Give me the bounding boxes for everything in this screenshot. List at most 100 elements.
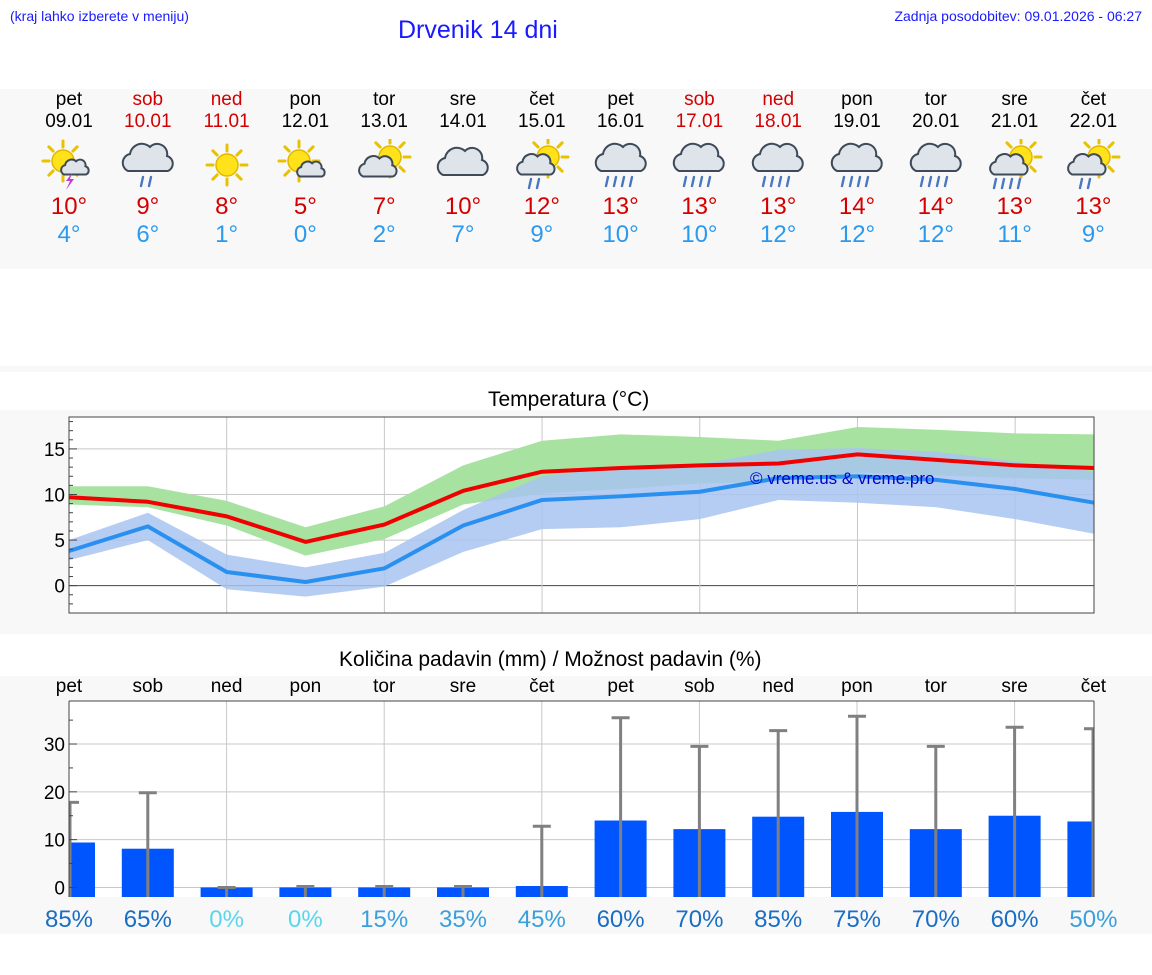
sun-shape [205, 143, 249, 187]
max-temperature: 10° [50, 193, 88, 220]
last-updated: Zadnja posodobitev: 09.01.2026 - 06:27 [894, 8, 1142, 24]
min-temperature: 10° [681, 221, 718, 248]
day-name: čet [1080, 89, 1107, 110]
day-name: pon [289, 89, 322, 110]
precipitation-error-bar [532, 824, 551, 897]
plot-frame [68, 416, 1095, 614]
precipitation-error-bar [611, 716, 630, 897]
day-date: 18.01 [754, 111, 802, 132]
day-date: 16.01 [596, 111, 645, 132]
day-column: pon 12.01 5° 0° [265, 89, 345, 249]
precipitation-probability: 60% [597, 906, 645, 933]
min-temperature: 12° [760, 221, 797, 248]
max-temperature: 13° [760, 193, 797, 220]
cloud-shape [296, 160, 326, 178]
rain-shape [683, 175, 712, 188]
cloud-heavy-rain-icon [830, 142, 883, 188]
category-label: tor [925, 676, 948, 697]
precipitation-error-bar [68, 800, 79, 897]
day-column: čet 22.01 13° 9° [1053, 89, 1133, 249]
precipitation-error-bar [296, 884, 315, 897]
precipitation-error-bar [848, 714, 866, 897]
cloud-heavy-rain-icon [752, 142, 804, 188]
precipitation-probability: 15% [360, 906, 408, 933]
day-name: tor [373, 89, 396, 110]
category-label: tor [373, 676, 396, 697]
day-date: 19.01 [833, 111, 881, 132]
watermark: © vreme.us & vreme.pro [750, 469, 934, 488]
day-column: sob 10.01 9° 6° [108, 89, 188, 249]
y-tick-label: 10 [44, 831, 65, 852]
day-name: pon [841, 89, 873, 110]
min-temperature: 6° [136, 221, 160, 248]
day-column: sre 14.01 10° 7° [423, 89, 503, 249]
day-name: ned [762, 89, 795, 110]
cloud-icon [436, 146, 489, 176]
y-tick-label: 5 [54, 531, 65, 552]
cloud-shape [594, 142, 647, 172]
cloud-shape [1067, 153, 1107, 176]
max-temperature: 5° [293, 193, 317, 220]
precipitation-probability: 35% [439, 906, 487, 933]
section-divider [0, 366, 1152, 372]
day-date: 12.01 [281, 111, 330, 132]
cloud-shape [60, 158, 90, 176]
location-hint: (kraj lahko izberete v meniju) [10, 8, 189, 24]
cloud-heavy-rain-icon [673, 142, 726, 188]
sun-cloud-rain-icon [1067, 139, 1121, 190]
precipitation-bar [69, 842, 95, 897]
min-temperature: 1° [215, 221, 239, 248]
precipitation-error-bar [1005, 725, 1024, 897]
min-temperature: 0° [293, 221, 317, 248]
day-date: 17.01 [675, 111, 724, 132]
precipitation-error-bar [1084, 727, 1095, 897]
y-tick-label: 30 [44, 735, 65, 756]
precipitation-error-bar [926, 744, 945, 897]
sun-cloud-thunder-icon [41, 139, 90, 190]
precipitation-probability: 65% [124, 906, 172, 933]
temperature-chart: 0 5 10 15 © vreme.us & vreme.pro [44, 416, 1095, 614]
min-temperature-range-band [69, 447, 1094, 597]
max-temperature-line [68, 452, 1095, 544]
day-name: ned [210, 89, 243, 110]
day-column: čet 15.01 12° 9° [502, 89, 582, 249]
daily-forecast: pet 09.01 10° 4° sob 10.01 9° 6° ned 11.01 8° 1° pon… [0, 89, 1152, 259]
cloud-shape [436, 146, 489, 176]
precipitation-probability: 0% [288, 906, 323, 933]
category-label: sre [1001, 676, 1027, 697]
max-temperature: 8° [215, 193, 239, 220]
max-temperature: 13° [602, 193, 639, 220]
rain-shape [139, 175, 152, 188]
day-column: pon 19.01 14° 12° [817, 89, 897, 249]
day-name: pet [55, 89, 83, 110]
min-temperature: 2° [372, 221, 396, 248]
precipitation-chart-title: Količina padavin (mm) / Možnost padavin … [339, 648, 762, 671]
sun-icon [205, 143, 249, 187]
day-name: sob [684, 89, 715, 110]
min-temperature: 7° [451, 221, 475, 248]
day-name: sre [1001, 89, 1028, 110]
category-label: pon [290, 676, 322, 697]
y-tick-label: 20 [44, 783, 65, 804]
sun-cloud-heavy-rain-icon [988, 139, 1043, 190]
precipitation-chart: pet sob ned pon tor sre čet pet sob ned pon tor sre č… [44, 676, 1118, 933]
page-title: Drvenik 14 dni [398, 16, 558, 44]
category-label: ned [762, 676, 794, 697]
cloud-shape [121, 142, 174, 172]
max-temperature: 13° [681, 193, 718, 220]
precipitation-error-bar [217, 885, 236, 897]
rain-shape [1079, 177, 1092, 190]
rain-shape [604, 175, 633, 188]
cloud-shape [909, 142, 962, 172]
cloud-shape [830, 142, 883, 172]
category-label: pet [56, 676, 83, 697]
day-name: tor [924, 89, 947, 110]
y-tick-label: 10 [44, 485, 65, 506]
precipitation-bar [1067, 821, 1094, 897]
precipitation-error-bar [690, 744, 709, 897]
sun-cloud-icon [358, 139, 412, 179]
day-date: 21.01 [990, 111, 1039, 132]
min-temperature: 9° [530, 221, 554, 248]
day-column: pet 16.01 13° 10° [581, 89, 661, 249]
category-label: čet [1081, 676, 1107, 697]
